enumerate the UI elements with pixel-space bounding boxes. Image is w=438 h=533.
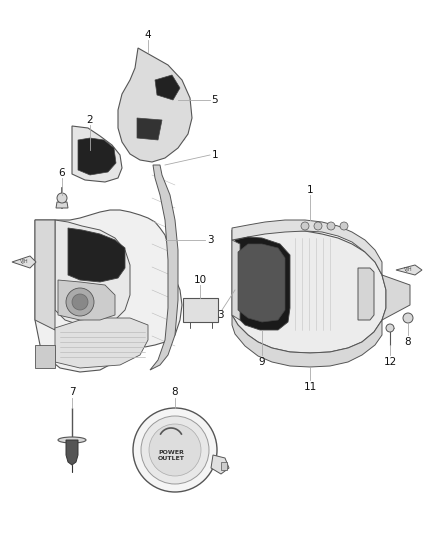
Text: POWER: POWER: [158, 449, 184, 455]
Polygon shape: [35, 220, 55, 330]
Circle shape: [386, 324, 394, 332]
Polygon shape: [55, 318, 148, 368]
Polygon shape: [55, 220, 130, 325]
Text: 8: 8: [405, 337, 411, 347]
Text: 4: 4: [145, 30, 151, 40]
Polygon shape: [396, 265, 422, 275]
Polygon shape: [382, 275, 410, 320]
Polygon shape: [68, 228, 125, 282]
Polygon shape: [155, 75, 180, 100]
Text: 12: 12: [383, 357, 397, 367]
Polygon shape: [358, 268, 374, 320]
Circle shape: [314, 222, 322, 230]
Polygon shape: [232, 240, 240, 320]
Ellipse shape: [58, 437, 86, 443]
Circle shape: [66, 288, 94, 316]
Polygon shape: [183, 298, 218, 322]
Polygon shape: [12, 256, 36, 268]
Polygon shape: [232, 315, 382, 367]
Circle shape: [133, 408, 217, 492]
Text: 3: 3: [207, 235, 213, 245]
Circle shape: [301, 222, 309, 230]
Polygon shape: [56, 202, 68, 208]
Polygon shape: [35, 210, 182, 372]
Polygon shape: [137, 118, 162, 140]
Text: 5: 5: [212, 95, 218, 105]
Text: VJH: VJH: [20, 260, 28, 264]
Polygon shape: [72, 126, 122, 182]
Text: 10: 10: [194, 275, 207, 285]
Text: 3: 3: [217, 310, 223, 320]
Text: 9: 9: [259, 357, 265, 367]
Circle shape: [403, 313, 413, 323]
Polygon shape: [35, 345, 55, 368]
Polygon shape: [118, 48, 192, 162]
Text: 1: 1: [307, 185, 313, 195]
Polygon shape: [235, 237, 290, 330]
Polygon shape: [221, 462, 227, 470]
Text: 6: 6: [59, 168, 65, 178]
Text: 7: 7: [69, 387, 75, 397]
Polygon shape: [78, 138, 116, 175]
Circle shape: [149, 424, 201, 476]
Circle shape: [327, 222, 335, 230]
Text: 11: 11: [304, 382, 317, 392]
Text: OUTLET: OUTLET: [158, 456, 184, 462]
Circle shape: [72, 294, 88, 310]
Text: 2: 2: [87, 115, 93, 125]
Polygon shape: [58, 280, 115, 320]
Circle shape: [340, 222, 348, 230]
Polygon shape: [150, 165, 178, 370]
Polygon shape: [211, 455, 229, 474]
Circle shape: [57, 193, 67, 203]
Text: VJH: VJH: [404, 268, 412, 272]
Polygon shape: [66, 440, 78, 465]
Text: 8: 8: [172, 387, 178, 397]
Polygon shape: [238, 244, 285, 322]
Text: 1: 1: [212, 150, 218, 160]
Polygon shape: [232, 220, 382, 275]
Polygon shape: [232, 230, 386, 353]
Circle shape: [141, 416, 209, 484]
